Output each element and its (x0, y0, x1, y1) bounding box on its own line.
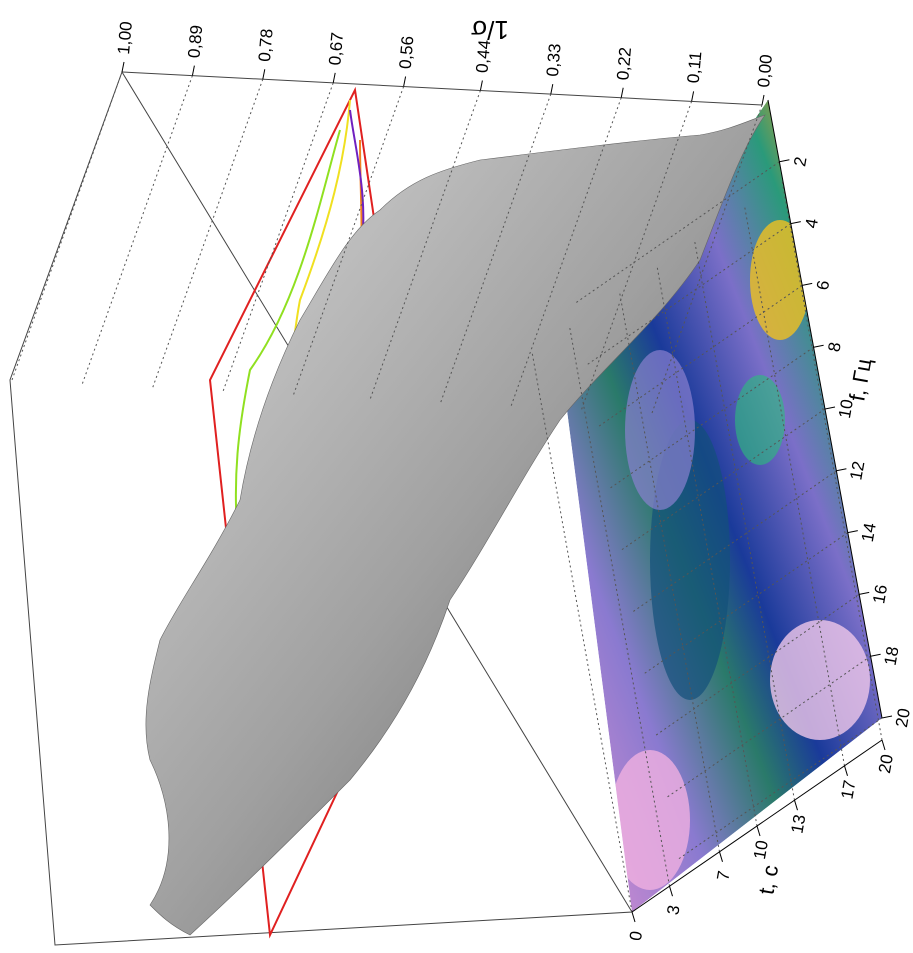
tick-mark (191, 65, 195, 76)
y-tick-label: 12 (846, 460, 868, 482)
y-tick-label: 6 (813, 279, 833, 292)
y-tick-label: 20 (892, 707, 913, 729)
y-tick-label: 8 (824, 341, 844, 354)
grid-line (574, 161, 780, 305)
tick-mark (631, 911, 636, 923)
tick-mark (403, 76, 407, 87)
z-tick-label: 0,00 (754, 54, 776, 89)
grid-line (608, 346, 814, 490)
tick-mark (870, 653, 881, 657)
box-face (9, 70, 633, 946)
y-tick-label: 18 (881, 645, 903, 667)
grid-line (631, 470, 837, 614)
y-tick-label: 10 (835, 398, 857, 420)
grid-line (596, 284, 803, 428)
grid-line (676, 717, 883, 861)
y-axis-title: f, Гц (844, 356, 876, 403)
x-tick-label: 17 (838, 779, 860, 801)
x-axis (631, 739, 883, 913)
tick-mark (844, 765, 848, 776)
tick-mark (479, 80, 483, 91)
z-tick-label: 0,89 (184, 24, 206, 59)
y-tick-label: 2 (790, 155, 810, 168)
x-tick-label: 7 (713, 869, 733, 882)
box (9, 70, 763, 946)
x-axis-title: t, c (753, 863, 783, 896)
tick-mark (779, 159, 790, 163)
z-tick-label: 0,78 (255, 28, 277, 63)
tick-mark (881, 739, 886, 751)
tick-mark (847, 530, 858, 534)
tick-mark (802, 282, 813, 286)
tick-mark (620, 87, 624, 98)
tick-mark (881, 715, 893, 719)
x-tick-label: 0 (626, 930, 646, 943)
z-axis (121, 71, 763, 106)
grid-line (81, 75, 193, 384)
x-tick-label: 3 (663, 904, 683, 917)
tick-mark (121, 61, 125, 73)
tick-mark (332, 72, 336, 83)
z-tick-label: 0,44 (472, 39, 494, 74)
z-tick-label: 0,56 (396, 35, 418, 70)
tick-mark (719, 851, 723, 862)
y-tick-label: 16 (869, 583, 891, 605)
tick-mark (756, 825, 761, 837)
grid-line (619, 408, 826, 552)
y-tick-label: 14 (858, 521, 880, 543)
tick-mark (824, 406, 836, 410)
y-axis (767, 99, 883, 719)
tick-mark (859, 591, 870, 595)
tick-mark (691, 91, 695, 102)
x-tick-label: 20 (875, 753, 897, 775)
y-tick-label: 4 (802, 217, 822, 230)
tick-mark (836, 468, 847, 472)
x-tick-label: 10 (750, 839, 772, 861)
surface (145, 114, 766, 936)
z-axis-title: 1/σ (471, 15, 509, 45)
grid-line (642, 532, 849, 676)
tick-mark (794, 800, 798, 811)
z-tick-label: 0,67 (325, 31, 347, 66)
x-tick-label: 13 (788, 813, 810, 835)
grid-line (585, 223, 792, 367)
z-tick-label: 0,33 (543, 43, 565, 78)
tick-mark (790, 221, 801, 225)
tick-mark (262, 69, 266, 80)
grid-line (11, 71, 123, 381)
tick-mark (761, 94, 765, 106)
tick-mark (550, 84, 554, 95)
tick-mark (813, 344, 824, 348)
grid-line (152, 79, 264, 388)
grid-line (653, 593, 860, 737)
z-tick-label: 0,11 (684, 51, 706, 84)
z-tick-label: 1,00 (114, 21, 136, 56)
z-tick-label: 0,22 (613, 46, 635, 81)
tick-mark (669, 886, 673, 897)
grid-line (665, 655, 871, 799)
